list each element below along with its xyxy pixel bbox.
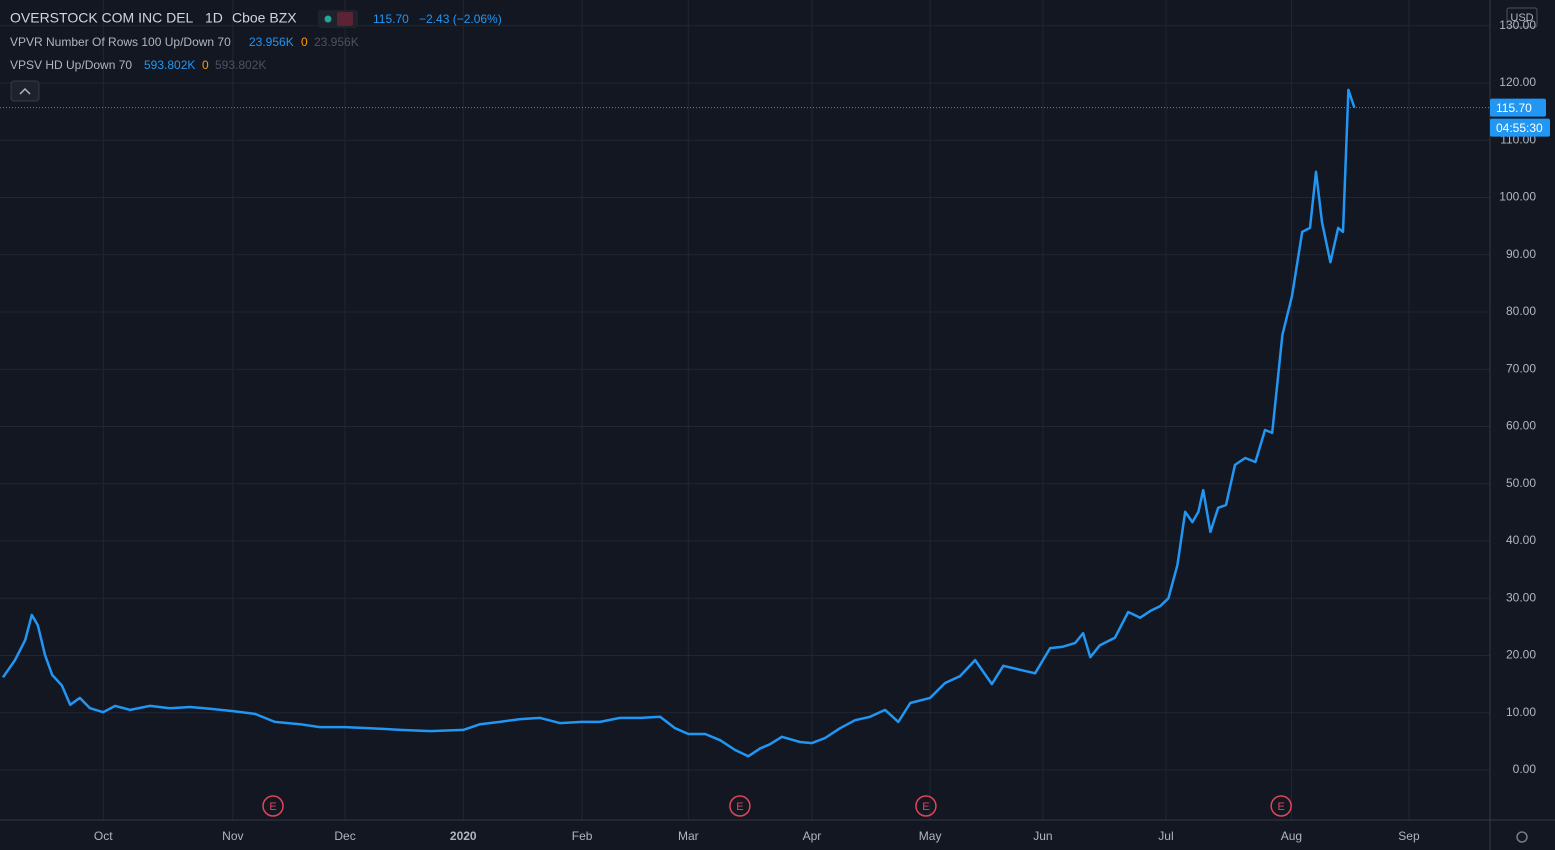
x-tick-label: 2020	[450, 829, 477, 843]
earnings-label: E	[269, 801, 276, 813]
countdown-tag	[1490, 118, 1550, 137]
indicator-name[interactable]: VPSV HD Up/Down 70	[10, 58, 132, 72]
earnings-label: E	[1278, 801, 1285, 813]
price-line	[1, 88, 1356, 758]
x-tick-label: Dec	[334, 829, 355, 843]
y-tick-label: 70.00	[1506, 361, 1536, 375]
x-tick-label: Oct	[94, 829, 113, 843]
y-tick-label: 50.00	[1506, 476, 1536, 490]
earnings-marker	[1270, 795, 1292, 817]
earnings-marker	[262, 795, 284, 817]
x-tick-label: Feb	[572, 829, 593, 843]
x-tick-label: Jun	[1033, 829, 1052, 843]
market-status	[324, 15, 332, 23]
y-tick-label: 20.00	[1506, 648, 1536, 662]
indicator-value: 0	[301, 35, 308, 49]
y-tick-label: 130.00	[1499, 18, 1536, 32]
y-tick-label: 90.00	[1506, 247, 1536, 261]
earnings-marker	[729, 795, 751, 817]
earnings-marker	[915, 795, 937, 817]
y-tick-label: 10.00	[1506, 705, 1536, 719]
x-tick-label: May	[919, 829, 942, 843]
price-tag	[1490, 98, 1546, 117]
x-tick-label: Jul	[1158, 829, 1173, 843]
x-tick-label: Aug	[1281, 829, 1302, 843]
y-tick-label: 120.00	[1499, 75, 1536, 89]
indicator-value: 593.802K	[144, 58, 195, 72]
y-tick-label: 30.00	[1506, 590, 1536, 604]
delay-icon	[337, 12, 353, 26]
collapse-button[interactable]	[10, 80, 40, 102]
indicator-value: 0	[202, 58, 209, 72]
earnings-label: E	[922, 801, 929, 813]
y-tick-label: 100.00	[1499, 190, 1536, 204]
collapse-icon	[19, 87, 31, 95]
price-tag-label: 115.70	[1496, 101, 1532, 115]
interval[interactable]: 1D	[205, 10, 223, 26]
x-tick-label: Sep	[1398, 829, 1420, 843]
countdown-label: 04:55:30	[1496, 121, 1543, 135]
x-tick-label: Mar	[678, 829, 699, 843]
indicator-name[interactable]: VPVR Number Of Rows 100 Up/Down 70	[10, 35, 231, 49]
y-tick-label: 80.00	[1506, 304, 1536, 318]
symbol-title: OVERSTOCK COM INC DEL	[10, 10, 194, 26]
x-tick-label: Nov	[222, 829, 243, 843]
exchange: Cboe BZX	[232, 10, 297, 26]
y-tick-label: 40.00	[1506, 533, 1536, 547]
indicator-value: 23.956K	[314, 35, 359, 49]
x-tick-label: Apr	[803, 829, 822, 843]
indicator-value: 23.956K	[249, 35, 294, 49]
y-tick-label: 0.00	[1513, 762, 1537, 776]
currency-box[interactable]	[1506, 7, 1538, 28]
currency: USD	[1510, 12, 1533, 24]
earnings-label: E	[736, 801, 743, 813]
y-tick-label: 60.00	[1506, 419, 1536, 433]
settings-icon[interactable]	[1516, 831, 1528, 843]
last-price: 115.70	[373, 12, 409, 26]
price-change: −2.43 (−2.06%)	[419, 12, 502, 26]
indicator-value: 593.802K	[215, 58, 266, 72]
